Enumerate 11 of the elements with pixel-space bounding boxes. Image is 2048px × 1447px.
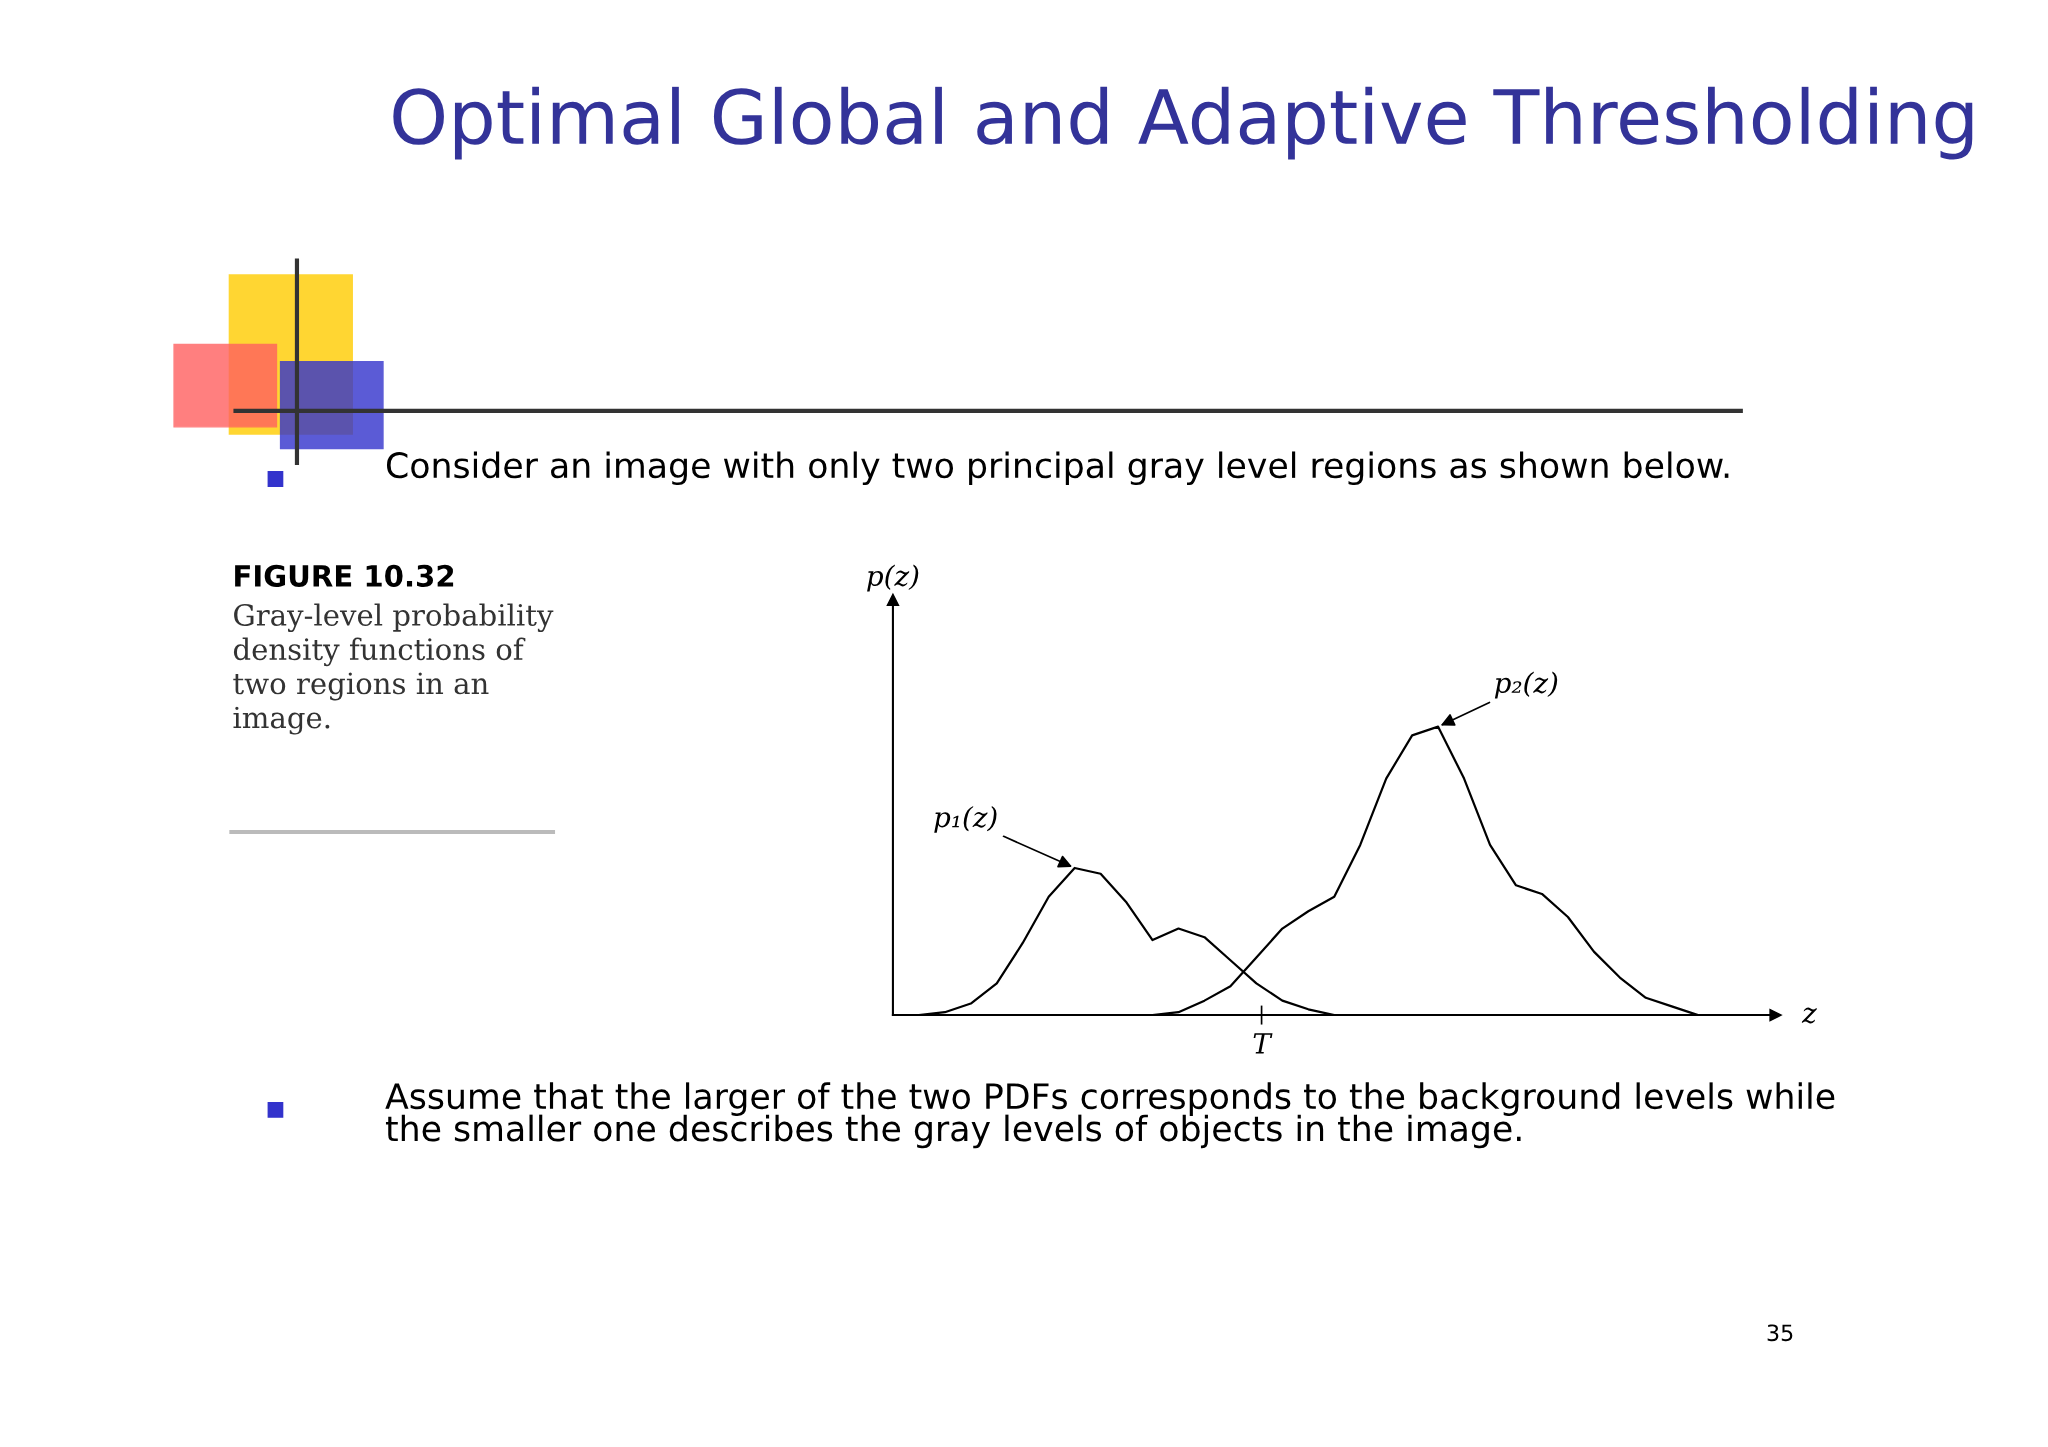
text: p(z) <box>867 564 919 592</box>
text: 35 <box>1767 1324 1793 1342</box>
caption: FIGURE 10.32 <box>235 564 454 587</box>
text: T <box>1253 1033 1273 1054</box>
x-axis-title: z <box>1801 1007 1817 1024</box>
text: p₂(z) <box>1494 671 1558 699</box>
text: p₁(z) <box>934 805 997 833</box>
text: Assume that the larger of the two PDFs corresponds to the background levels while the smaller one describes the gray levels of objects in the image. <box>385 1082 1835 1149</box>
text: Gray-level probability density functions of two regions in an image. <box>233 603 554 735</box>
text: Consider an image with only two principal gray level regions as shown below. <box>386 451 1729 486</box>
chart-title: Optimal Global and Adaptive Thresholding <box>393 86 1973 160</box>
